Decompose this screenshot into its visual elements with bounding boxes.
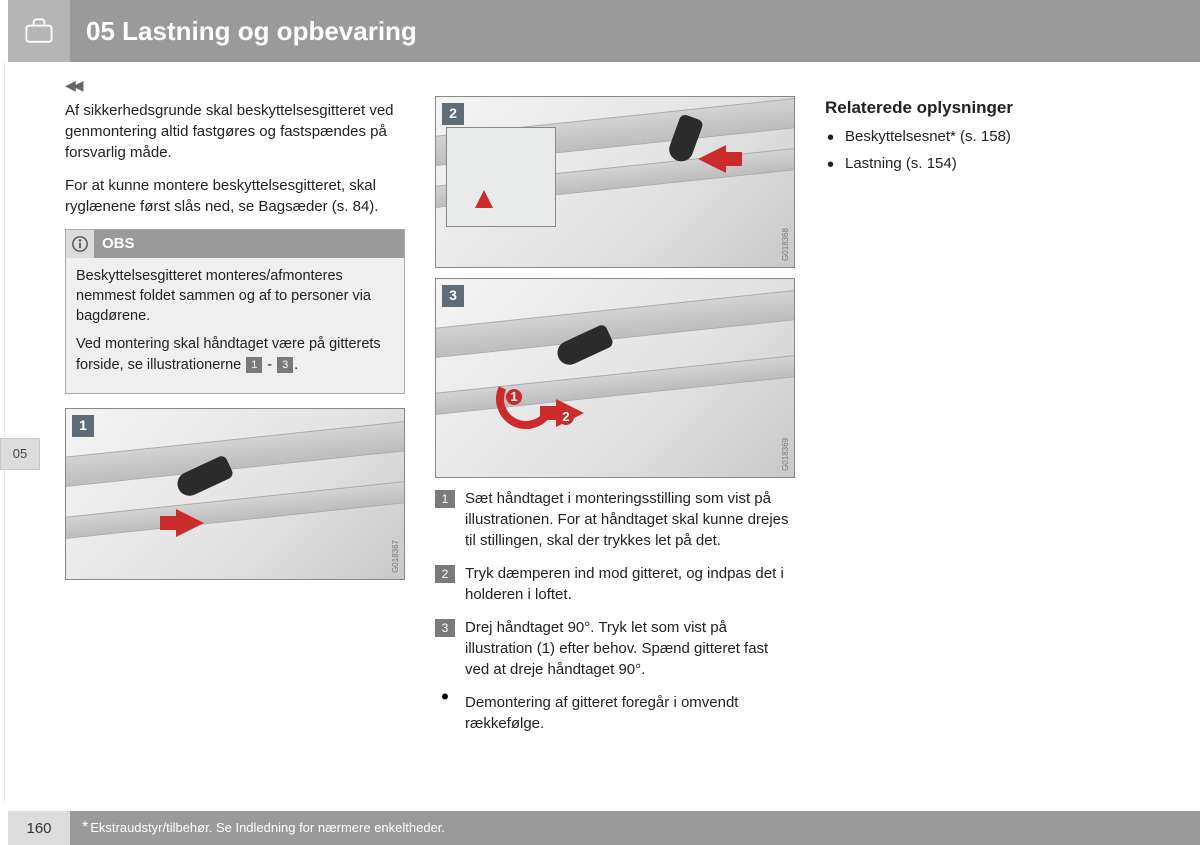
page-number: 160 — [8, 811, 70, 845]
obs-body: Beskyttelsesgitteret monteres/afmonteres… — [66, 258, 404, 393]
step-number: 2 — [435, 565, 455, 583]
page-content: ◀◀ Af sikkerhedsgrunde skal beskyttelses… — [65, 76, 1170, 805]
related-item: Beskyttelsesnet* (s. 158) — [825, 126, 1170, 147]
obs-header: OBS — [66, 230, 404, 258]
illustration-2: 2 G018368 — [435, 96, 795, 268]
chapter-title: 05 Lastning og opbevaring — [86, 13, 417, 49]
bar-graphic — [435, 288, 795, 359]
obs-note-box: OBS Beskyttelsesgitteret monteres/afmont… — [65, 229, 405, 394]
bar-graphic-2 — [65, 479, 405, 540]
inset-red-arrow-icon — [475, 190, 493, 208]
obs-text-b: - — [263, 357, 276, 373]
bullet-icon: • — [435, 688, 455, 706]
continuation-marker: ◀◀ — [65, 76, 405, 96]
related-item: Lastning (s. 154) — [825, 153, 1170, 174]
curve-label-2: 2 — [558, 409, 574, 425]
illus-code: G018367 — [390, 540, 401, 573]
bar-graphic — [65, 419, 405, 488]
illus-code: G018368 — [780, 228, 791, 261]
curve-label-1: 1 — [506, 389, 522, 405]
bar-graphic-2 — [435, 353, 795, 416]
obs-text-a: Ved montering skal håndtaget være på git… — [76, 336, 381, 372]
red-arrow-icon — [176, 509, 204, 537]
margin-rule — [4, 62, 5, 802]
step-text: Drej håndtaget 90°. Tryk let som vist på… — [465, 619, 768, 678]
illus-number-badge: 2 — [442, 103, 464, 125]
step-2: 2 Tryk dæmperen ind mod gitteret, og ind… — [435, 563, 795, 605]
step-number: 3 — [435, 619, 455, 637]
step-text: Demontering af gitteret foregår i omvend… — [465, 694, 738, 732]
red-arrow-icon — [698, 145, 726, 173]
obs-text-c: . — [294, 357, 298, 373]
illus-number-badge: 1 — [72, 415, 94, 437]
column-2: 2 G018368 1 2 3 G018369 1 Sæt håndtaget … — [435, 96, 795, 805]
page-footer: 160 * Ekstraudstyr/tilbehør. Se Indledni… — [8, 811, 1200, 845]
inline-step-3: 3 — [277, 357, 293, 373]
illustration-1: 1 G018367 — [65, 408, 405, 580]
footnote-text: Ekstraudstyr/tilbehør. Se Indledning for… — [90, 819, 445, 837]
curved-arrow-icon — [488, 361, 565, 438]
step-text: Sæt håndtaget i monteringsstilling som v… — [465, 490, 789, 549]
step-text: Tryk dæmperen ind mod gitteret, og indpa… — [465, 565, 784, 603]
column-3: Relaterede oplysninger Beskyttelsesnet* … — [825, 96, 1170, 805]
obs-para-2: Ved montering skal håndtaget være på git… — [76, 334, 394, 375]
illus-code: G018369 — [780, 438, 791, 471]
suitcase-icon — [8, 0, 70, 62]
step-1: 1 Sæt håndtaget i monteringsstilling som… — [435, 488, 795, 551]
illustration-3: 1 2 3 G018369 — [435, 278, 795, 478]
step-3: 3 Drej håndtaget 90°. Tryk let som vist … — [435, 617, 795, 680]
steps-list: 1 Sæt håndtaget i monteringsstilling som… — [435, 488, 795, 734]
chapter-header: 05 Lastning og opbevaring — [8, 0, 1200, 62]
info-icon — [66, 230, 94, 258]
related-info-list: Beskyttelsesnet* (s. 158) Lastning (s. 1… — [825, 126, 1170, 174]
obs-title: OBS — [102, 233, 135, 254]
step-number: 1 — [435, 490, 455, 508]
inline-step-1: 1 — [246, 357, 262, 373]
illus-number-badge: 3 — [442, 285, 464, 307]
obs-para-1: Beskyttelsesgitteret monteres/afmonteres… — [76, 266, 394, 327]
intro-para-2: For at kunne montere beskyttelsesgittere… — [65, 175, 405, 217]
column-1: ◀◀ Af sikkerhedsgrunde skal beskyttelses… — [65, 76, 405, 805]
intro-para-1: Af sikkerhedsgrunde skal beskyttelsesgit… — [65, 100, 405, 163]
side-chapter-tab: 05 — [0, 438, 40, 470]
footnote-star: * — [82, 817, 88, 839]
related-info-heading: Relaterede oplysninger — [825, 96, 1170, 120]
step-bullet: • Demontering af gitteret foregår i omve… — [435, 692, 795, 734]
inset-detail — [446, 127, 556, 227]
